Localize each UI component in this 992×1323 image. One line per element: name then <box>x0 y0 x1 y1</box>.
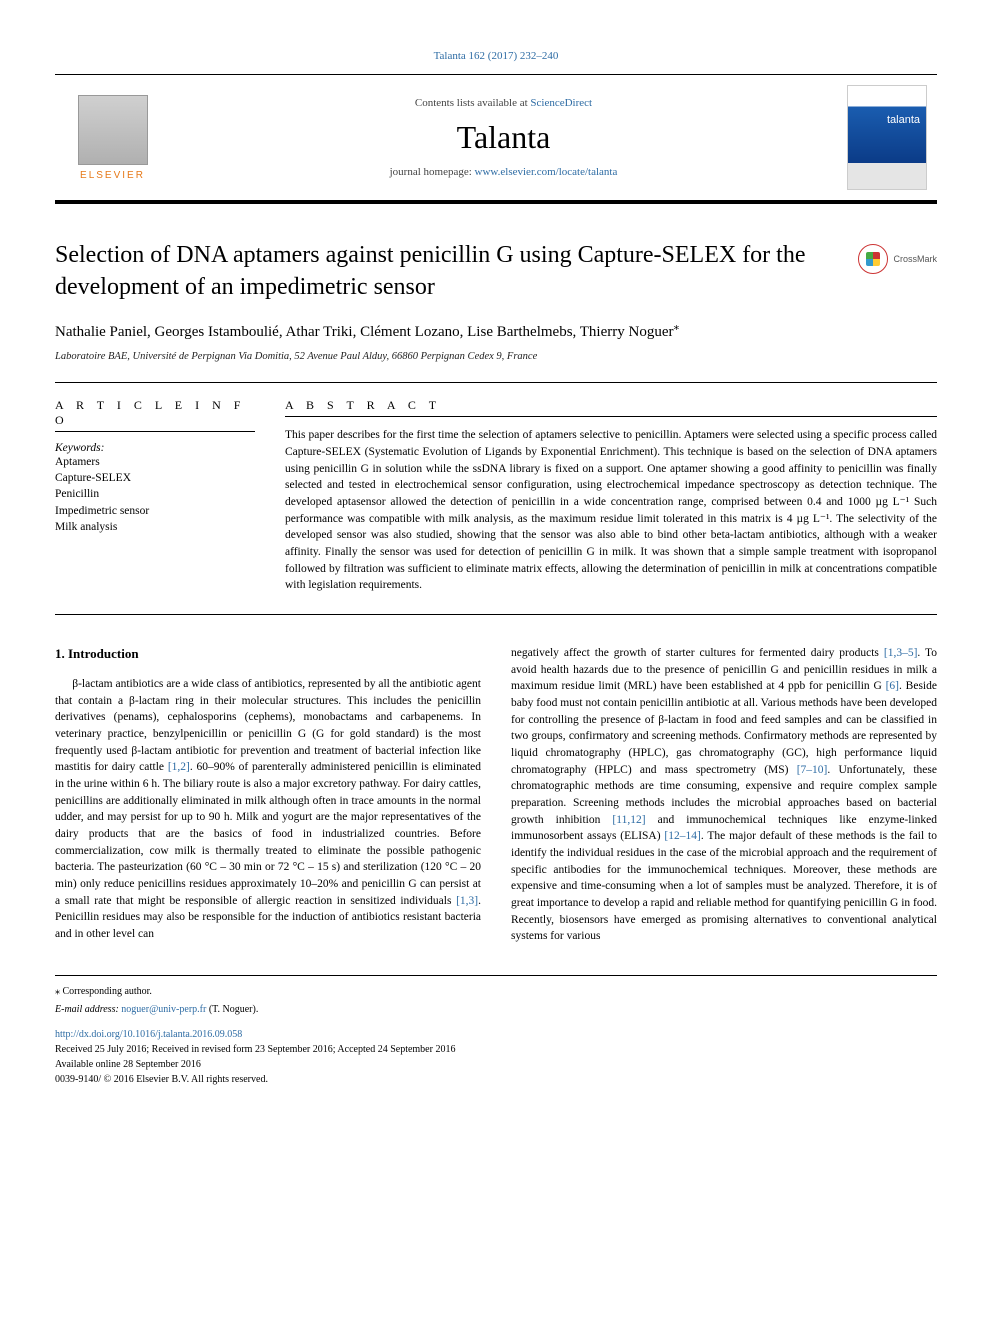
citation-link[interactable]: [1,2] <box>168 761 190 773</box>
keyword: Capture-SELEX <box>55 470 260 486</box>
email-label: E-mail address: <box>55 1004 121 1015</box>
authors-text: Nathalie Paniel, Georges Istamboulié, At… <box>55 324 673 340</box>
text-fragment: . 60–90% of parenterally administered pe… <box>55 761 481 906</box>
received-dates: Received 25 July 2016; Received in revis… <box>55 1042 937 1057</box>
divider <box>55 382 937 383</box>
body-column-left: 1. Introduction β-lactam antibiotics are… <box>55 645 481 945</box>
body-columns: 1. Introduction β-lactam antibiotics are… <box>55 645 937 945</box>
info-underline <box>55 431 255 432</box>
copyright-line: 0039-9140/ © 2016 Elsevier B.V. All righ… <box>55 1072 937 1087</box>
publisher-name: ELSEVIER <box>80 170 145 181</box>
citation-link[interactable]: [12–14] <box>664 830 700 842</box>
citation-link[interactable]: [11,12] <box>612 814 645 826</box>
text-fragment: negatively affect the growth of starter … <box>511 647 884 659</box>
contents-available-line: Contents lists available at ScienceDirec… <box>415 97 592 109</box>
article-info-heading: A R T I C L E I N F O <box>55 398 260 428</box>
keyword: Milk analysis <box>55 519 260 535</box>
abstract-underline <box>285 416 937 417</box>
available-date: Available online 28 September 2016 <box>55 1057 937 1072</box>
email-link[interactable]: noguer@univ-perp.fr <box>121 1004 206 1015</box>
cover-box: talanta <box>837 75 937 200</box>
email-line: E-mail address: noguer@univ-perp.fr (T. … <box>55 1002 937 1017</box>
doi-link[interactable]: http://dx.doi.org/10.1016/j.talanta.2016… <box>55 1029 242 1040</box>
crossmark-badge[interactable]: CrossMark <box>858 244 937 274</box>
cover-label: talanta <box>887 114 920 126</box>
keyword: Aptamers <box>55 454 260 470</box>
sciencedirect-link[interactable]: ScienceDirect <box>530 97 592 109</box>
header-center: Contents lists available at ScienceDirec… <box>170 75 837 200</box>
authors-line: Nathalie Paniel, Georges Istamboulié, At… <box>55 319 937 344</box>
text-fragment: β-lactam antibiotics are a wide class of… <box>55 678 481 773</box>
article-info-column: A R T I C L E I N F O Keywords: Aptamers… <box>55 398 285 594</box>
citation-link[interactable]: [6] <box>886 680 899 692</box>
homepage-prefix: journal homepage: <box>390 166 475 178</box>
corresponding-author-note: ⁎ Corresponding author. <box>55 984 937 999</box>
email-name: (T. Noguer). <box>206 1004 258 1015</box>
citation-link[interactable]: [1,3–5] <box>884 647 918 659</box>
article-title: Selection of DNA aptamers against penici… <box>55 239 843 304</box>
crossmark-icon <box>858 244 888 274</box>
homepage-link[interactable]: www.elsevier.com/locate/talanta <box>475 166 618 178</box>
journal-title: Talanta <box>457 119 551 156</box>
journal-reference: Talanta 162 (2017) 232–240 <box>55 50 937 62</box>
citation-link[interactable]: [7–10] <box>797 764 828 776</box>
keywords-label: Keywords: <box>55 442 260 454</box>
crossmark-label: CrossMark <box>893 254 937 264</box>
intro-paragraph-continued: negatively affect the growth of starter … <box>511 645 937 945</box>
journal-header: ELSEVIER Contents lists available at Sci… <box>55 74 937 204</box>
body-column-right: negatively affect the growth of starter … <box>511 645 937 945</box>
text-fragment: . Beside baby food must not contain peni… <box>511 680 937 775</box>
intro-paragraph: β-lactam antibiotics are a wide class of… <box>55 676 481 943</box>
abstract-heading: A B S T R A C T <box>285 398 937 413</box>
homepage-line: journal homepage: www.elsevier.com/locat… <box>390 166 618 178</box>
text-fragment: . The major default of these methods is … <box>511 830 937 942</box>
elsevier-tree-icon <box>78 95 148 165</box>
citation-link[interactable]: [1,3] <box>456 895 478 907</box>
publisher-logo-box: ELSEVIER <box>55 75 170 200</box>
affiliation: Laboratoire BAE, Université de Perpignan… <box>55 351 937 362</box>
corresponding-marker: ⁎ <box>673 321 679 333</box>
footer: ⁎ Corresponding author. E-mail address: … <box>55 975 937 1087</box>
abstract-text: This paper describes for the first time … <box>285 427 937 594</box>
contents-prefix: Contents lists available at <box>415 97 530 109</box>
journal-cover-thumbnail: talanta <box>847 85 927 190</box>
keyword: Penicillin <box>55 486 260 502</box>
introduction-heading: 1. Introduction <box>55 645 481 664</box>
keyword: Impedimetric sensor <box>55 503 260 519</box>
abstract-column: A B S T R A C T This paper describes for… <box>285 398 937 594</box>
